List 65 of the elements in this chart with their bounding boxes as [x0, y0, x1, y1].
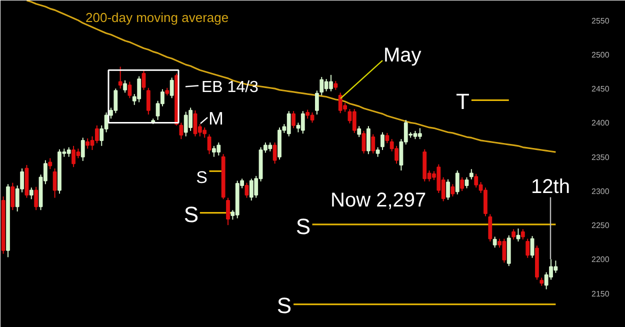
candlestick [272, 142, 277, 164]
candlestick [380, 132, 384, 151]
annotation: 12th [531, 176, 570, 198]
annotation: Now 2,297 [330, 190, 426, 212]
candlestick [512, 228, 516, 240]
y-tick-label: 2500 [592, 50, 610, 60]
candlestick [114, 88, 118, 114]
candlestick [371, 134, 376, 154]
candlestick [464, 176, 469, 189]
y-tick-label: 2300 [592, 186, 610, 196]
candlestick [292, 110, 296, 129]
annotation: S [184, 202, 199, 227]
annotation: S [276, 293, 292, 318]
line-series [26, 0, 556, 153]
y-tick-label: 2150 [592, 289, 610, 298]
candlestick [469, 168, 474, 180]
candlestick [123, 80, 127, 94]
candlestick [34, 186, 38, 211]
candlestick [362, 130, 366, 154]
annotation: S [296, 214, 311, 239]
annotation: May [384, 44, 422, 66]
candlestick [488, 214, 492, 242]
candlestick [86, 138, 90, 150]
candlestick [207, 134, 212, 155]
y-tick-label: 2250 [592, 221, 610, 230]
y-tick-label: 2450 [592, 84, 610, 94]
candlestick [94, 124, 99, 144]
candlestick [226, 197, 230, 226]
candlestick [170, 77, 174, 99]
candlestick [315, 90, 319, 116]
candlestick [526, 238, 530, 258]
candlestick [244, 182, 249, 198]
candlestick [52, 168, 57, 198]
candlestick [460, 176, 464, 192]
candlestick [29, 187, 34, 200]
candlestick [48, 158, 52, 170]
candlestick [455, 170, 460, 195]
candlestick [520, 228, 525, 240]
y-tick-label: 2200 [592, 255, 610, 264]
candlestick [300, 110, 305, 134]
candlestick [385, 132, 390, 144]
annotation: M [208, 108, 224, 128]
candlestick [352, 108, 356, 134]
candlestick [366, 126, 370, 155]
candlestick [10, 182, 15, 211]
candlestick [118, 66, 122, 90]
candlestick [80, 137, 85, 162]
candlestick [146, 87, 150, 116]
y-tick-label: 2550 [592, 16, 610, 26]
candlestick [376, 146, 380, 158]
annotation: T [456, 89, 470, 114]
candlestick [418, 128, 422, 140]
y-tick-label: 2350 [592, 152, 610, 162]
candlestick [179, 122, 184, 140]
candlestick [446, 178, 450, 200]
candlestick [474, 173, 478, 188]
series-label: 200-day moving average [86, 10, 229, 25]
y-tick-label: 2400 [592, 118, 610, 128]
candlestick [142, 70, 146, 90]
candlestick [128, 81, 132, 99]
candlestick [516, 228, 520, 242]
annotation: EB 14/3 [202, 79, 259, 96]
annotation: S [196, 168, 208, 187]
candlestick [492, 236, 497, 248]
candlestick [357, 126, 362, 138]
